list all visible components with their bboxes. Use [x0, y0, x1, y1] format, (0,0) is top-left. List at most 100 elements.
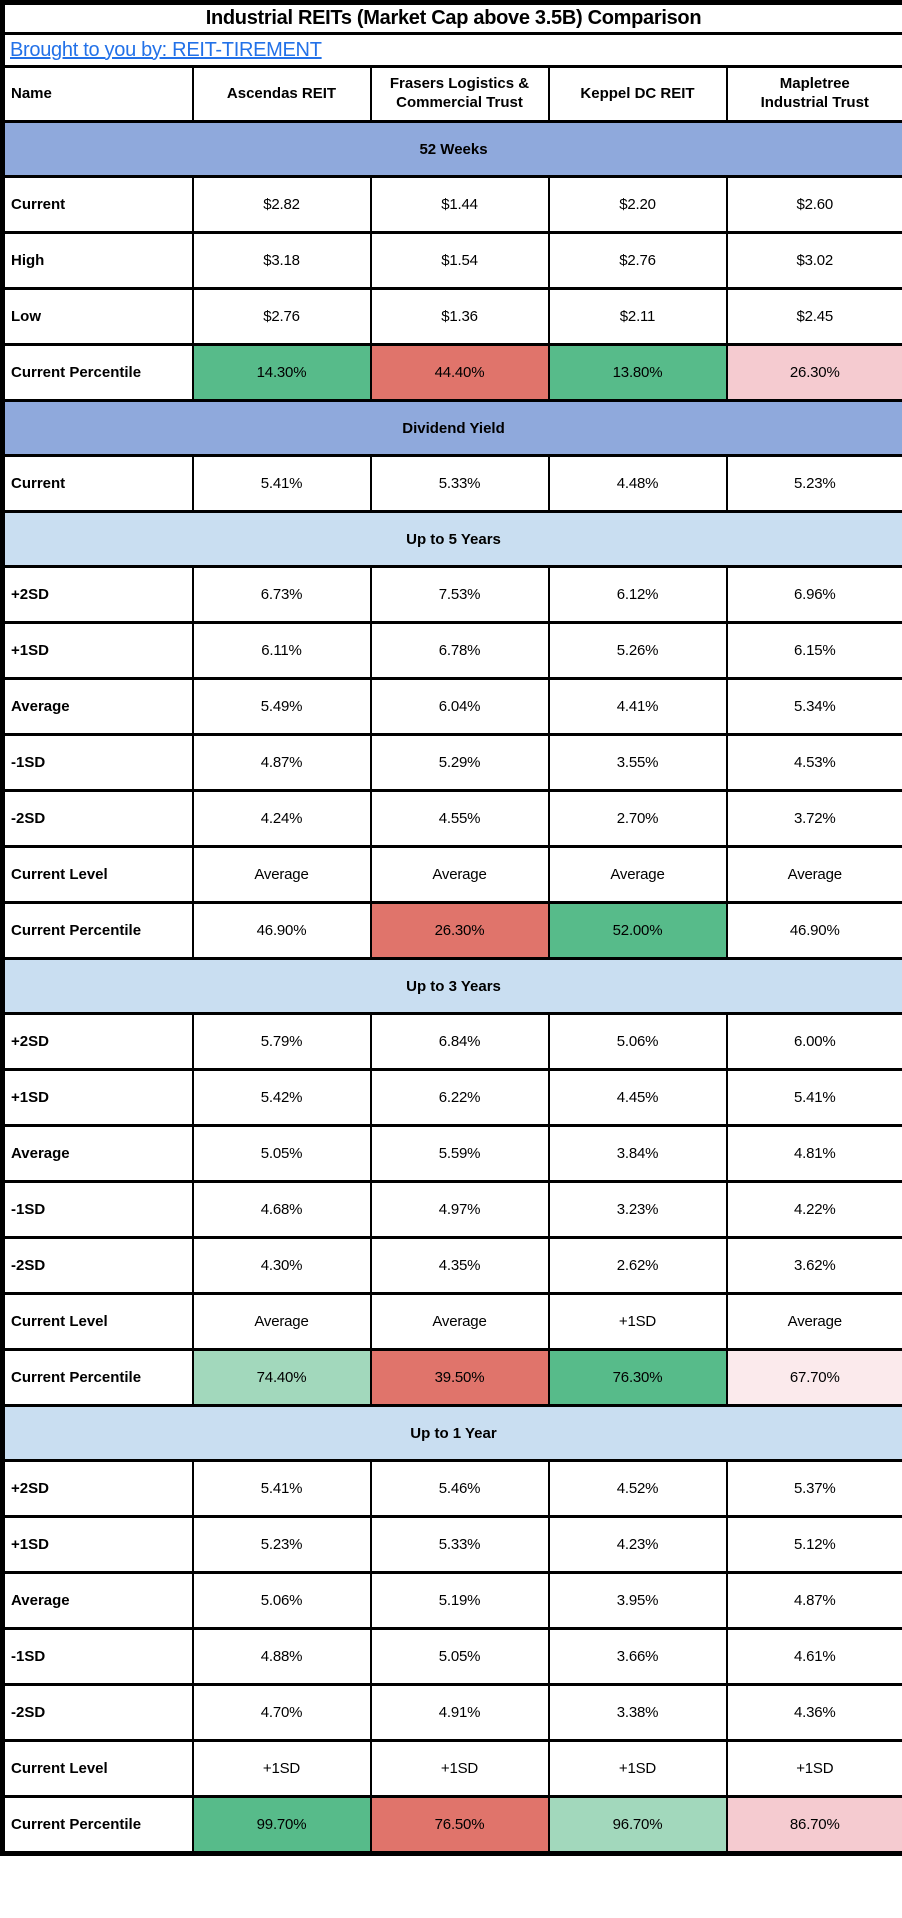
- value-cell: 7.53%: [369, 565, 550, 624]
- value-cell: 86.70%: [725, 1795, 902, 1855]
- value-cell: 4.35%: [369, 1236, 550, 1295]
- value-cell: 14.30%: [191, 343, 372, 402]
- value-cell: $2.45: [725, 287, 902, 346]
- table-row-up-to-5-years-2sd: +2SD 6.73% 7.53% 6.12% 6.96%: [1, 565, 902, 624]
- value-cell: 5.37%: [725, 1459, 902, 1518]
- value-cell: +1SD: [191, 1739, 372, 1798]
- value-cell: 3.23%: [547, 1180, 728, 1239]
- value-cell: 4.48%: [547, 454, 728, 513]
- row-label: Current: [1, 175, 194, 234]
- table-row-up-to-5-years-current-percentile: Current Percentile 46.90% 26.30% 52.00% 46.9…: [1, 901, 902, 960]
- value-cell: 5.41%: [191, 1459, 372, 1518]
- value-cell: 2.62%: [547, 1236, 728, 1295]
- column-header-ascendas-reit: Ascendas REIT: [191, 65, 372, 123]
- value-cell: Average: [547, 845, 728, 904]
- table-row-up-to-3-years-1sd: -1SD 4.68% 4.97% 3.23% 4.22%: [1, 1180, 902, 1239]
- row-label: Current Percentile: [1, 1795, 194, 1855]
- value-cell: 4.53%: [725, 733, 902, 792]
- value-cell: 4.97%: [369, 1180, 550, 1239]
- value-cell: 4.41%: [547, 677, 728, 736]
- value-cell: 4.68%: [191, 1180, 372, 1239]
- value-cell: 4.30%: [191, 1236, 372, 1295]
- table-row-up-to-3-years-current-level: Current Level Average Average +1SD Average: [1, 1292, 902, 1351]
- table-row-up-to-3-years-current-percentile: Current Percentile 74.40% 39.50% 76.30% 67.7…: [1, 1348, 902, 1407]
- column-header-row: Name Ascendas REIT Frasers Logistics & C…: [1, 65, 902, 123]
- row-label: Current: [1, 454, 194, 513]
- table-row-up-to-3-years-2sd: +2SD 5.79% 6.84% 5.06% 6.00%: [1, 1012, 902, 1071]
- section-row-up-to-5-years: Up to 5 Years: [1, 510, 902, 568]
- value-cell: 5.05%: [369, 1627, 550, 1686]
- value-cell: 46.90%: [725, 901, 902, 960]
- row-label: Low: [1, 287, 194, 346]
- value-cell: 6.96%: [725, 565, 902, 624]
- value-cell: 5.23%: [725, 454, 902, 513]
- row-label: +2SD: [1, 1459, 194, 1518]
- value-cell: 44.40%: [369, 343, 550, 402]
- reit-tirement-link[interactable]: Brought to you by: REIT-TIREMENT: [10, 38, 322, 61]
- value-cell: 4.24%: [191, 789, 372, 848]
- row-label: Current Percentile: [1, 1348, 194, 1407]
- row-label: +2SD: [1, 1012, 194, 1071]
- value-cell: 26.30%: [725, 343, 902, 402]
- value-cell: 76.30%: [547, 1348, 728, 1407]
- value-cell: 5.05%: [191, 1124, 372, 1183]
- table-row-up-to-1-year-current-level: Current Level +1SD +1SD +1SD +1SD: [1, 1739, 902, 1798]
- value-cell: 67.70%: [725, 1348, 902, 1407]
- value-cell: 3.38%: [547, 1683, 728, 1742]
- value-cell: 4.88%: [191, 1627, 372, 1686]
- column-header-keppel-dc-reit: Keppel DC REIT: [547, 65, 728, 123]
- value-cell: Average: [725, 1292, 902, 1351]
- row-label: High: [1, 231, 194, 290]
- value-cell: $3.02: [725, 231, 902, 290]
- table-row-up-to-3-years-average: Average 5.05% 5.59% 3.84% 4.81%: [1, 1124, 902, 1183]
- value-cell: 3.72%: [725, 789, 902, 848]
- value-cell: 5.46%: [369, 1459, 550, 1518]
- value-cell: $3.18: [191, 231, 372, 290]
- row-label: -2SD: [1, 1236, 194, 1295]
- value-cell: 5.59%: [369, 1124, 550, 1183]
- table-row-52-weeks-low: Low $2.76 $1.36 $2.11 $2.45: [1, 287, 902, 346]
- value-cell: 5.33%: [369, 454, 550, 513]
- row-label: Current Level: [1, 1292, 194, 1351]
- value-cell: Average: [191, 845, 372, 904]
- table-row-up-to-5-years-average: Average 5.49% 6.04% 4.41% 5.34%: [1, 677, 902, 736]
- value-cell: $2.11: [547, 287, 728, 346]
- table-row-up-to-1-year-1sd: -1SD 4.88% 5.05% 3.66% 4.61%: [1, 1627, 902, 1686]
- value-cell: 4.23%: [547, 1515, 728, 1574]
- value-cell: 4.22%: [725, 1180, 902, 1239]
- value-cell: 6.00%: [725, 1012, 902, 1071]
- column-header-frasers-logistics-commercial-trust: Frasers Logistics & Commercial Trust: [369, 65, 550, 123]
- table-row-up-to-3-years-1sd: +1SD 5.42% 6.22% 4.45% 5.41%: [1, 1068, 902, 1127]
- row-label: Average: [1, 1571, 194, 1630]
- value-cell: 3.55%: [547, 733, 728, 792]
- value-cell: Average: [369, 1292, 550, 1351]
- page-title: Industrial REITs (Market Cap above 3.5B)…: [1, 1, 902, 35]
- title-row: Industrial REITs (Market Cap above 3.5B)…: [1, 1, 902, 35]
- row-label: -2SD: [1, 1683, 194, 1742]
- table-body: 52 Weeks Current $2.82 $1.44 $2.20 $2.60 High $…: [1, 120, 902, 1855]
- value-cell: 4.70%: [191, 1683, 372, 1742]
- section-header-dividend-yield: Dividend Yield: [1, 399, 902, 457]
- value-cell: 5.41%: [725, 1068, 902, 1127]
- row-label: Average: [1, 677, 194, 736]
- value-cell: 5.12%: [725, 1515, 902, 1574]
- row-label: Current Percentile: [1, 343, 194, 402]
- table-row-dividend-yield-current: Current 5.41% 5.33% 4.48% 5.23%: [1, 454, 902, 513]
- value-cell: 4.87%: [725, 1571, 902, 1630]
- value-cell: Average: [725, 845, 902, 904]
- value-cell: 4.87%: [191, 733, 372, 792]
- value-cell: 5.06%: [191, 1571, 372, 1630]
- row-label: +1SD: [1, 1068, 194, 1127]
- section-header-52-weeks: 52 Weeks: [1, 120, 902, 178]
- value-cell: $2.76: [191, 287, 372, 346]
- value-cell: 5.49%: [191, 677, 372, 736]
- value-cell: 6.04%: [369, 677, 550, 736]
- row-label: -1SD: [1, 1180, 194, 1239]
- value-cell: 6.73%: [191, 565, 372, 624]
- value-cell: 5.26%: [547, 621, 728, 680]
- value-cell: 5.79%: [191, 1012, 372, 1071]
- section-header-up-to-1-year: Up to 1 Year: [1, 1404, 902, 1462]
- value-cell: 5.19%: [369, 1571, 550, 1630]
- value-cell: $2.20: [547, 175, 728, 234]
- row-label: -1SD: [1, 733, 194, 792]
